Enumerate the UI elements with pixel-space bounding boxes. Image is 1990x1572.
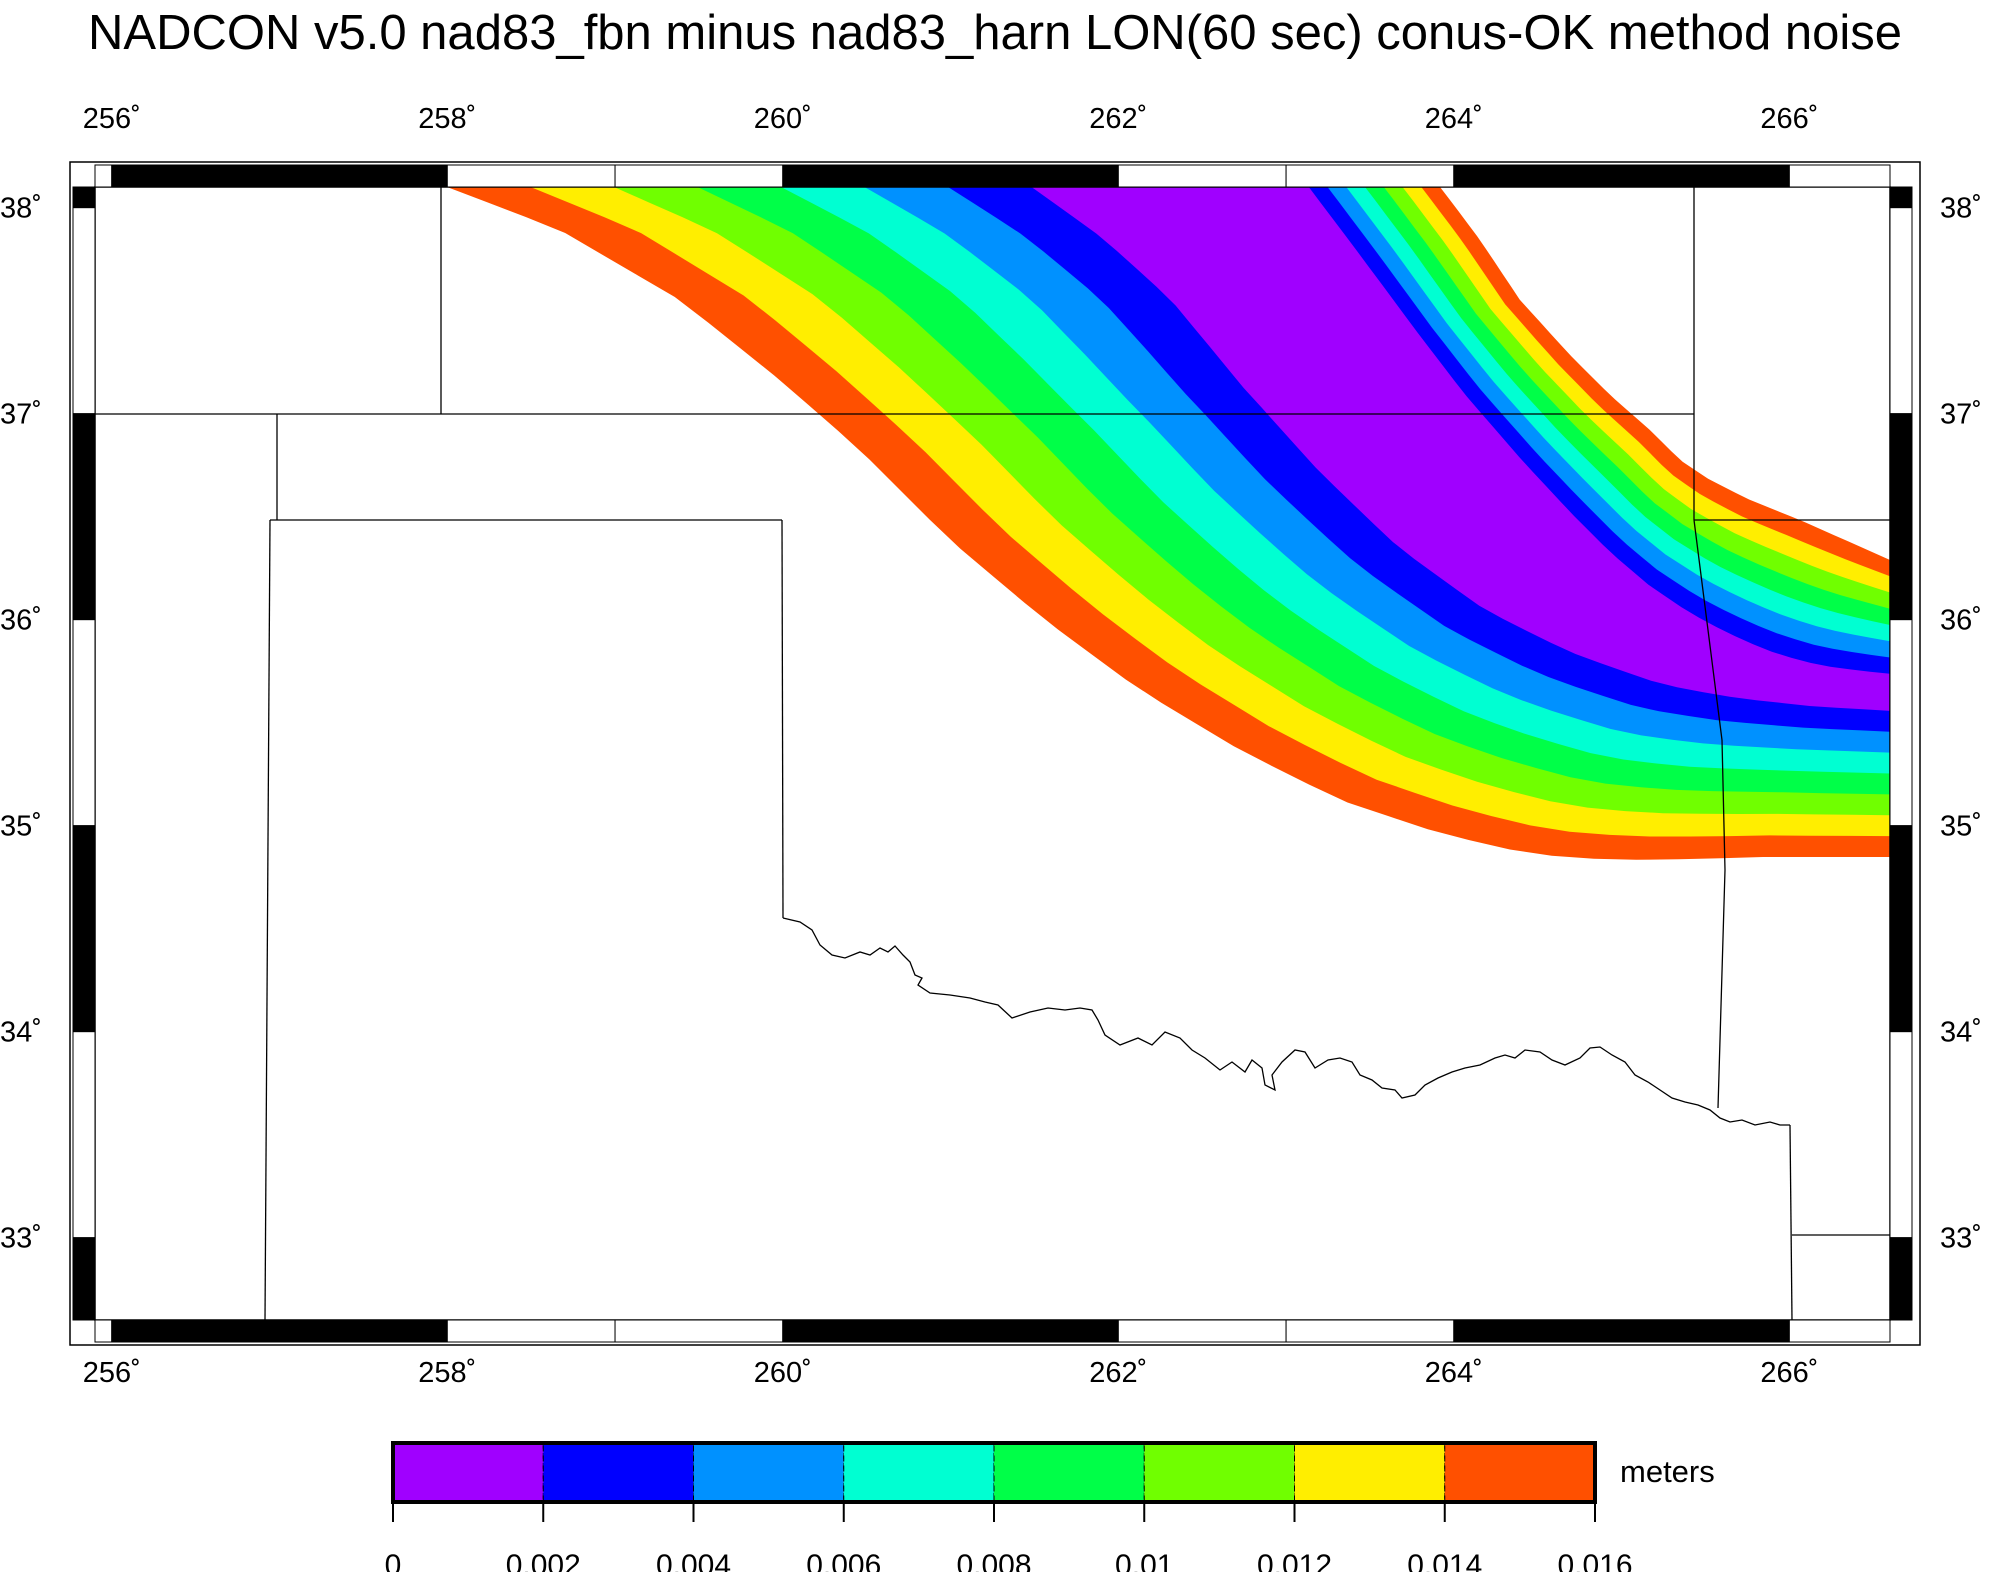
colorbar-swatch-0 bbox=[392, 1442, 544, 1503]
lon-tick-label-top: 262˚ bbox=[1089, 103, 1147, 135]
colorbar-tick-label: 0.008 bbox=[956, 1549, 1031, 1572]
lat-tick-label-left: 38˚ bbox=[0, 193, 42, 225]
contour-band-7 bbox=[1031, 187, 1890, 711]
frame-top-seg bbox=[950, 164, 1119, 188]
frame-right-seg bbox=[1889, 825, 1913, 1033]
colorbar-swatch-3 bbox=[843, 1442, 995, 1503]
border-tx-panhandle-east bbox=[781, 519, 784, 919]
colorbar-tick-label: 0.004 bbox=[656, 1549, 731, 1572]
lon-tick-label-bottom: 258˚ bbox=[418, 1357, 476, 1389]
frame-left-seg bbox=[72, 1031, 96, 1239]
colorbar-tick-label: 0.002 bbox=[506, 1549, 581, 1572]
frame-top-seg bbox=[782, 164, 952, 188]
frame-top-seg bbox=[111, 164, 281, 188]
colorbar-tick-label: 0.014 bbox=[1407, 1549, 1482, 1572]
frame-bottom-seg bbox=[614, 1319, 784, 1343]
frame-bottom-seg bbox=[279, 1319, 448, 1343]
frame-top-seg bbox=[1285, 164, 1455, 188]
lon-tick-label-top: 260˚ bbox=[754, 103, 812, 135]
frame-left-seg bbox=[72, 1237, 96, 1321]
colorbar-tick-label: 0.01 bbox=[1115, 1549, 1173, 1572]
frame-top-seg bbox=[1117, 164, 1287, 188]
lat-tick-label-right: 33˚ bbox=[1940, 1223, 1982, 1255]
frame-bottom-seg bbox=[111, 1319, 281, 1343]
colorbar-swatch-7 bbox=[1444, 1442, 1596, 1503]
frame-bottom-seg bbox=[782, 1319, 952, 1343]
lon-tick-label-top: 258˚ bbox=[418, 103, 476, 135]
lon-tick-label-bottom: 266˚ bbox=[1760, 1357, 1818, 1389]
state-borders bbox=[95, 187, 1890, 1321]
colorbar-swatch-2 bbox=[693, 1442, 845, 1503]
frame-right-seg bbox=[1889, 207, 1913, 415]
frame-right-seg bbox=[1889, 413, 1913, 621]
frame-bottom-seg bbox=[950, 1319, 1119, 1343]
frame-bottom-seg bbox=[94, 1319, 113, 1343]
frame-top-seg bbox=[1788, 164, 1891, 188]
colorbar: 0 0.002 0.004 0.006 0.008 0.01 0.012 0.014 0.016… bbox=[385, 1441, 1715, 1572]
lat-tick-label-left: 35˚ bbox=[0, 811, 42, 843]
frame-top-seg bbox=[1621, 164, 1790, 188]
border-ok-ar bbox=[1693, 519, 1726, 1109]
lat-tick-label-right: 36˚ bbox=[1940, 605, 1982, 637]
frame-bottom-seg bbox=[1117, 1319, 1287, 1343]
colorbar-swatch-6 bbox=[1294, 1442, 1446, 1503]
frame-outer bbox=[69, 161, 1921, 1346]
lon-tick-label-top: 256˚ bbox=[83, 103, 141, 135]
frame-top-seg bbox=[279, 164, 448, 188]
border-red-river bbox=[782, 917, 1790, 1126]
frame-right-seg bbox=[1889, 1031, 1913, 1239]
tick-labels: 256˚ 256˚ 258˚ 258˚ 260˚ 260˚ 262˚ 262˚ 264˚ 264˚… bbox=[0, 103, 1982, 1389]
frame-top-seg bbox=[94, 164, 113, 188]
frame-top-seg bbox=[446, 164, 616, 188]
lat-tick-label-left: 33˚ bbox=[0, 1223, 42, 1255]
border-tx-la bbox=[1789, 1124, 1793, 1321]
lat-tick-label-right: 38˚ bbox=[1940, 193, 1982, 225]
frame-top-seg bbox=[614, 164, 784, 188]
frame-right-seg bbox=[1889, 1237, 1913, 1321]
frame-left-seg bbox=[72, 413, 96, 621]
lon-tick-label-top: 266˚ bbox=[1760, 103, 1818, 135]
frame-left-seg bbox=[72, 825, 96, 1033]
colorbar-unit-label: meters bbox=[1620, 1454, 1715, 1489]
frame-right-seg bbox=[1889, 186, 1913, 209]
colorbar-tick-label: 0.006 bbox=[806, 1549, 881, 1572]
frame-bottom-seg bbox=[1285, 1319, 1455, 1343]
frame-left-seg bbox=[72, 619, 96, 827]
colorbar-tick-label: 0.012 bbox=[1257, 1549, 1332, 1572]
map-frame bbox=[69, 161, 1921, 1346]
frame-bottom-seg bbox=[1621, 1319, 1790, 1343]
lat-tick-label-left: 37˚ bbox=[0, 399, 42, 431]
map-title: NADCON v5.0 nad83_fbn minus nad83_harn L… bbox=[88, 6, 1902, 60]
frame-left-seg bbox=[72, 207, 96, 415]
lon-tick-label-top: 264˚ bbox=[1425, 103, 1483, 135]
colorbar-swatch-4 bbox=[993, 1442, 1145, 1503]
colorbar-swatch-1 bbox=[542, 1442, 694, 1503]
lon-tick-label-bottom: 262˚ bbox=[1089, 1357, 1147, 1389]
frame-bottom-seg bbox=[1788, 1319, 1891, 1343]
border-nm-tx bbox=[264, 519, 271, 1321]
lon-tick-label-bottom: 260˚ bbox=[754, 1357, 812, 1389]
lon-tick-label-bottom: 264˚ bbox=[1425, 1357, 1483, 1389]
colorbar-tick-label: 0.016 bbox=[1557, 1549, 1632, 1572]
contour-bands bbox=[447, 187, 1890, 860]
frame-bottom-seg bbox=[446, 1319, 616, 1343]
lat-tick-label-right: 37˚ bbox=[1940, 399, 1982, 431]
colorbar-tick-label: 0 bbox=[385, 1549, 402, 1572]
lat-tick-label-right: 35˚ bbox=[1940, 811, 1982, 843]
colorbar-swatch-5 bbox=[1143, 1442, 1295, 1503]
lat-tick-label-left: 36˚ bbox=[0, 605, 42, 637]
lon-tick-label-bottom: 256˚ bbox=[83, 1357, 141, 1389]
frame-right-seg bbox=[1889, 619, 1913, 827]
frame-top-seg bbox=[1453, 164, 1623, 188]
frame-left-seg bbox=[72, 186, 96, 209]
frame-bottom-seg bbox=[1453, 1319, 1623, 1343]
lat-tick-label-left: 34˚ bbox=[0, 1017, 42, 1049]
lat-tick-label-right: 34˚ bbox=[1940, 1017, 1982, 1049]
